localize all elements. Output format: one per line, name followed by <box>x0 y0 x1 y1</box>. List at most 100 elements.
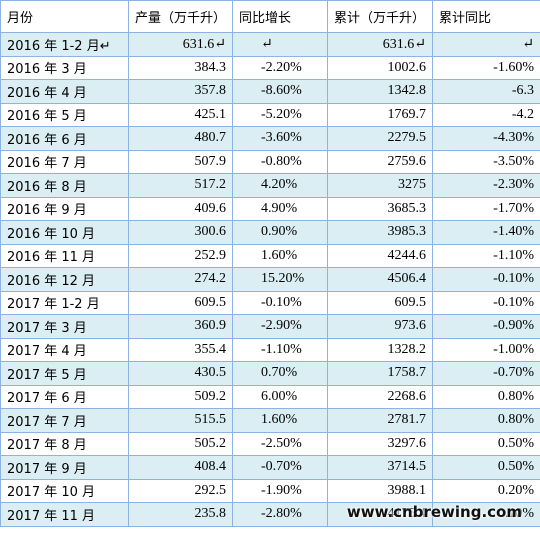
table-row: 2016 年 10 月 300.6 0.90% 3985.3 -1.40% <box>0 220 540 245</box>
table-cell: -0.10% <box>432 267 540 292</box>
table-cell: 0.50% <box>432 455 540 480</box>
table-cell: 2017 年 4 月 <box>0 337 129 362</box>
table-cell: 360.9 <box>128 314 233 339</box>
table-cell: 1769.7 <box>327 102 433 127</box>
table-cell: 2017 年 3 月 <box>0 314 129 339</box>
table-cell: 0.80% <box>432 408 540 433</box>
table-row: 2016 年 5 月 425.1 -5.20% 1769.7 -4.2 <box>0 102 540 127</box>
table-cell: -8.60% <box>232 79 328 104</box>
table-cell: -6.3 <box>432 79 540 104</box>
table-row: 2016 年 9 月 409.6 4.90% 3685.3 -1.70% <box>0 196 540 221</box>
table-cell: 1758.7 <box>327 361 433 386</box>
table-cell: 509.2 <box>128 384 233 409</box>
table-cell: 973.6 <box>327 314 433 339</box>
table-cell: 631.6↵ <box>128 32 233 57</box>
table-cell: -4.2 <box>432 102 540 127</box>
table-cell: 430.5 <box>128 361 233 386</box>
header-cell: 产量（万千升） <box>128 0 233 33</box>
table-cell: 2016 年 12 月 <box>0 267 129 292</box>
table-cell: -0.70% <box>432 361 540 386</box>
table-cell: -1.00% <box>432 337 540 362</box>
table-cell: 0.90% <box>232 220 328 245</box>
table-cell: -3.60% <box>232 126 328 151</box>
table-cell: 300.6 <box>128 220 233 245</box>
table-cell: 355.4 <box>128 337 233 362</box>
table-cell: 2268.6 <box>327 384 433 409</box>
table-cell: -0.80% <box>232 149 328 174</box>
table-cell: 517.2 <box>128 173 233 198</box>
table-row: 2017 年 4 月 355.4 -1.10% 1328.2 -1.00% <box>0 337 540 362</box>
table-row: 2017 年 3 月 360.9 -2.90% 973.6 -0.90% <box>0 314 540 339</box>
table-cell: 4244.6 <box>327 243 433 268</box>
table-cell: ↵ <box>432 32 540 57</box>
table-cell: 2017 年 10 月 <box>0 478 129 503</box>
header-cell: 同比增长 <box>232 0 328 33</box>
table-cell: ↵ <box>232 32 328 57</box>
header-row: 月份 产量（万千升） 同比增长 累计（万千升） 累计同比 <box>0 0 540 33</box>
table-cell: 3714.5 <box>327 455 433 480</box>
table-cell: -1.60% <box>432 55 540 80</box>
table-cell: 505.2 <box>128 431 233 456</box>
table-cell: 2016 年 10 月 <box>0 220 129 245</box>
table-cell: 631.6↵ <box>327 32 433 57</box>
table-cell: 0.70% <box>232 361 328 386</box>
table-row: 2017 年 1-2 月 609.5 -0.10% 609.5 -0.10% <box>0 290 540 315</box>
table-row: 2017 年 7 月 515.5 1.60% 2781.7 0.80% <box>0 408 540 433</box>
table-cell: 515.5 <box>128 408 233 433</box>
table-cell: 3988.1 <box>327 478 433 503</box>
table-cell: 0.10% <box>432 502 540 527</box>
table-cell: 609.5 <box>128 290 233 315</box>
table-cell: -1.10% <box>432 243 540 268</box>
table-cell: -2.80% <box>232 502 328 527</box>
table-cell: 480.7 <box>128 126 233 151</box>
table-row: 2016 年 1-2 月↵ 631.6↵ ↵ 631.6↵ ↵ <box>0 32 540 57</box>
table-cell: 2017 年 5 月 <box>0 361 129 386</box>
table-row: 2017 年 10 月 292.5 -1.90% 3988.1 0.20% <box>0 478 540 503</box>
table-cell: 3685.3 <box>327 196 433 221</box>
table-cell: 4.90% <box>232 196 328 221</box>
table-cell: 2017 年 7 月 <box>0 408 129 433</box>
table-cell: -3.50% <box>432 149 540 174</box>
table-row: 2017 年 9 月 408.4 -0.70% 3714.5 0.50% <box>0 455 540 480</box>
table-cell: -0.90% <box>432 314 540 339</box>
table-cell: 2017 年 1-2 月 <box>0 290 129 315</box>
table-cell: 0.20% <box>432 478 540 503</box>
table-cell: -4.30% <box>432 126 540 151</box>
table-cell: 1.60% <box>232 408 328 433</box>
table-row: 2017 年 5 月 430.5 0.70% 1758.7 -0.70% <box>0 361 540 386</box>
table-cell: -2.30% <box>432 173 540 198</box>
table-cell: 409.6 <box>128 196 233 221</box>
table-row: 2016 年 8 月 517.2 4.20% 3275 -2.30% <box>0 173 540 198</box>
table-cell: 15.20% <box>232 267 328 292</box>
table-cell: 425.1 <box>128 102 233 127</box>
table-cell: 2759.6 <box>327 149 433 174</box>
table-row: 2017 年 6 月 509.2 6.00% 2268.6 0.80% <box>0 384 540 409</box>
table-cell: 6.00% <box>232 384 328 409</box>
table-cell: 384.3 <box>128 55 233 80</box>
table-cell: 2017 年 6 月 <box>0 384 129 409</box>
table-row: 2016 年 6 月 480.7 -3.60% 2279.5 -4.30% <box>0 126 540 151</box>
table-cell: 2781.7 <box>327 408 433 433</box>
table-cell: -2.50% <box>232 431 328 456</box>
table-cell: 274.2 <box>128 267 233 292</box>
table-cell: 0.80% <box>432 384 540 409</box>
table-cell: 4506.4 <box>327 267 433 292</box>
table-cell: 2279.5 <box>327 126 433 151</box>
table-cell: 2016 年 9 月 <box>0 196 129 221</box>
table-cell: 1342.8 <box>327 79 433 104</box>
table-cell: -2.90% <box>232 314 328 339</box>
table-cell: 3275 <box>327 173 433 198</box>
table-cell: 2016 年 3 月 <box>0 55 129 80</box>
table-cell: -0.10% <box>432 290 540 315</box>
table-cell: -0.70% <box>232 455 328 480</box>
table-row: 2017 年 8 月 505.2 -2.50% 3297.6 0.50% <box>0 431 540 456</box>
table-cell: 2016 年 1-2 月↵ <box>0 32 129 57</box>
table-cell: 3297.6 <box>327 431 433 456</box>
table-row: 2017 年 11 月 235.8 -2.80% 4175.4 0.10% <box>0 502 540 527</box>
table-row: 2016 年 12 月 274.2 15.20% 4506.4 -0.10% <box>0 267 540 292</box>
table-cell: 0.50% <box>432 431 540 456</box>
header-cell: 累计（万千升） <box>327 0 433 33</box>
table-row: 2016 年 7 月 507.9 -0.80% 2759.6 -3.50% <box>0 149 540 174</box>
table-cell: 4175.4 <box>327 502 433 527</box>
